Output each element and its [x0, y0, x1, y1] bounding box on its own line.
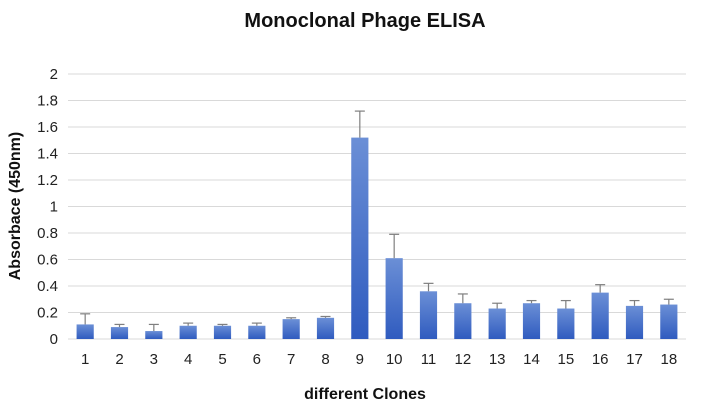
error-bar	[148, 323, 159, 332]
error-bar	[114, 323, 125, 328]
error-bar	[457, 293, 468, 304]
x-tick-label: 12	[454, 351, 471, 368]
error-bar	[389, 233, 400, 259]
bar	[351, 137, 369, 339]
x-tick-label: 13	[489, 351, 506, 368]
bar	[179, 325, 197, 339]
bars	[76, 137, 678, 339]
bar	[248, 325, 266, 339]
bar	[591, 292, 609, 339]
bar	[145, 331, 163, 339]
error-bar	[251, 322, 262, 326]
y-axis-label: Absorbace (450nm)	[7, 132, 24, 281]
bar	[522, 303, 541, 339]
y-tick-label: 0.8	[37, 225, 58, 242]
x-tick-label: 7	[287, 351, 295, 368]
y-tick-label: 0.2	[37, 305, 58, 322]
error-bar	[663, 298, 674, 305]
y-axis-ticks: 0 0.2 0.4 0.6 0.8 1 1.2 1.4 1.6 1.8 2	[37, 66, 58, 348]
gridlines	[68, 73, 686, 340]
x-axis-label: different Clones	[304, 386, 426, 403]
x-tick-label: 17	[626, 351, 643, 368]
x-tick-label: 6	[253, 351, 261, 368]
error-bar	[423, 282, 434, 292]
error-bar	[80, 313, 91, 325]
bar	[557, 308, 575, 339]
x-axis-ticks: 1 2 3 4 5 6 7 8 9 10 11 12 13 14 15 16 17 18	[81, 351, 677, 368]
y-tick-label: 1.4	[37, 146, 58, 163]
y-tick-label: 1	[50, 199, 58, 216]
x-tick-label: 11	[421, 351, 437, 368]
error-bar	[629, 299, 640, 306]
bar	[454, 303, 472, 339]
error-bars	[80, 110, 674, 332]
x-tick-label: 3	[150, 351, 158, 368]
y-tick-label: 0	[50, 331, 58, 348]
bar	[419, 291, 438, 339]
x-tick-label: 4	[184, 351, 192, 368]
bar	[316, 317, 335, 339]
x-tick-label: 18	[660, 351, 677, 368]
error-bar	[526, 299, 537, 304]
error-bar	[286, 317, 297, 320]
bar	[282, 319, 300, 339]
error-bar	[492, 302, 503, 309]
bar	[213, 325, 232, 339]
error-bar	[320, 315, 331, 318]
y-tick-label: 2	[50, 66, 58, 83]
bar	[660, 304, 678, 339]
x-tick-label: 1	[81, 351, 89, 368]
bar	[625, 305, 644, 339]
y-tick-label: 0.4	[37, 278, 58, 295]
error-bar	[560, 299, 571, 309]
x-tick-label: 9	[356, 351, 364, 368]
y-tick-label: 1.8	[37, 93, 58, 110]
x-tick-label: 10	[386, 351, 403, 368]
y-tick-label: 1.2	[37, 172, 58, 189]
error-bar	[183, 322, 194, 326]
x-tick-label: 16	[592, 351, 609, 368]
y-tick-label: 1.6	[37, 119, 58, 136]
error-bar	[354, 110, 365, 138]
bar	[488, 308, 506, 339]
chart-title: Monoclonal Phage ELISA	[244, 10, 485, 32]
bar	[110, 327, 129, 339]
x-tick-label: 5	[218, 351, 226, 368]
x-tick-label: 14	[523, 351, 540, 368]
x-tick-label: 15	[557, 351, 574, 368]
x-tick-label: 8	[321, 351, 329, 368]
error-bar	[595, 284, 606, 293]
error-bar	[217, 323, 228, 326]
bar	[385, 258, 403, 339]
bar	[76, 324, 94, 339]
x-tick-label: 2	[115, 351, 123, 368]
y-tick-label: 0.6	[37, 252, 58, 269]
